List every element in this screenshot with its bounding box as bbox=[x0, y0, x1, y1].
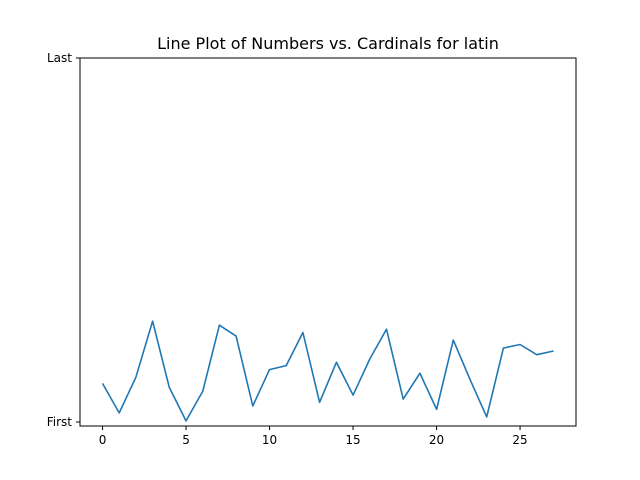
data-point-26 bbox=[535, 353, 538, 356]
data-point-5 bbox=[185, 419, 188, 422]
data-point-24 bbox=[502, 347, 505, 350]
data-point-0 bbox=[101, 382, 104, 385]
chart-title: Line Plot of Numbers vs. Cardinals for l… bbox=[157, 34, 499, 53]
data-point-22 bbox=[468, 378, 471, 381]
data-point-13 bbox=[318, 401, 321, 404]
x-tick-label-0: 0 bbox=[99, 433, 107, 447]
x-tick-label-3: 15 bbox=[345, 433, 360, 447]
y-tick-label-1: Last bbox=[47, 51, 72, 65]
data-point-3 bbox=[151, 320, 154, 323]
data-point-25 bbox=[519, 343, 522, 346]
data-point-17 bbox=[385, 328, 388, 331]
data-point-11 bbox=[285, 364, 288, 367]
x-tick-label-1: 5 bbox=[182, 433, 190, 447]
data-point-6 bbox=[201, 390, 204, 393]
data-point-1 bbox=[118, 411, 121, 414]
data-point-19 bbox=[418, 372, 421, 375]
data-point-21 bbox=[452, 339, 455, 342]
data-point-15 bbox=[352, 394, 355, 397]
data-point-27 bbox=[552, 350, 555, 353]
x-tick-label-2: 10 bbox=[262, 433, 277, 447]
data-point-7 bbox=[218, 324, 221, 327]
data-point-8 bbox=[235, 335, 238, 338]
data-point-9 bbox=[251, 404, 254, 407]
x-tick-label-5: 25 bbox=[512, 433, 527, 447]
data-point-20 bbox=[435, 408, 438, 411]
data-point-18 bbox=[402, 398, 405, 401]
data-point-16 bbox=[368, 358, 371, 361]
data-point-23 bbox=[485, 415, 488, 418]
plot-frame bbox=[79, 57, 577, 427]
data-point-4 bbox=[168, 386, 171, 389]
y-tick-label-0: First bbox=[47, 415, 73, 429]
plot-area: 0 5 10 15 20 25 First Last bbox=[47, 51, 577, 447]
data-point-2 bbox=[134, 376, 137, 379]
data-point-10 bbox=[268, 368, 271, 371]
data-point-12 bbox=[301, 331, 304, 334]
series-line bbox=[101, 320, 554, 422]
data-point-14 bbox=[335, 361, 338, 364]
x-tick-label-4: 20 bbox=[429, 433, 444, 447]
